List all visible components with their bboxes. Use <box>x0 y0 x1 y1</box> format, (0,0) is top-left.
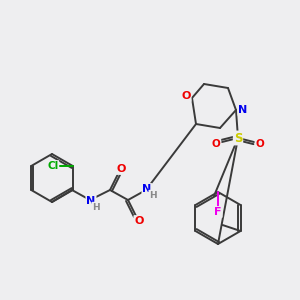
Text: H: H <box>92 202 100 211</box>
Text: O: O <box>256 139 264 149</box>
Text: Cl: Cl <box>47 161 58 171</box>
Text: N: N <box>86 196 96 206</box>
Text: F: F <box>214 207 222 217</box>
Text: O: O <box>181 91 191 101</box>
Text: H: H <box>149 190 157 200</box>
Text: N: N <box>142 184 152 194</box>
Text: O: O <box>212 139 220 149</box>
Text: O: O <box>134 216 144 226</box>
Text: S: S <box>234 131 242 145</box>
Text: N: N <box>238 105 247 115</box>
Text: O: O <box>116 164 126 174</box>
